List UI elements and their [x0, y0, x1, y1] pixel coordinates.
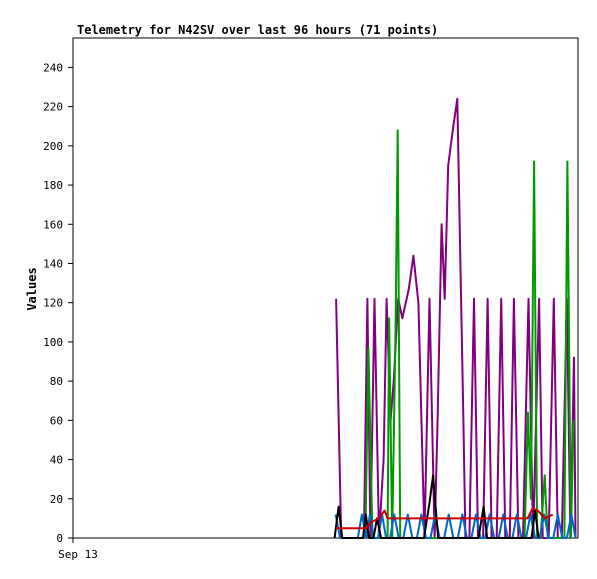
y-tick-label: 240: [43, 61, 63, 74]
y-tick-label: 0: [56, 532, 63, 545]
series-line-3: [333, 474, 540, 539]
y-axis-title: Values: [25, 267, 39, 310]
chart-title: Telemetry for N42SV over last 96 hours (…: [77, 23, 438, 37]
y-tick-label: 120: [43, 297, 63, 310]
y-tick-label: 220: [43, 101, 63, 114]
y-tick-label: 40: [50, 454, 63, 467]
y-tick-label: 80: [50, 375, 63, 388]
x-axis-ticks: Sep 13: [58, 538, 98, 561]
plot-frame: [72, 37, 579, 539]
series-lines: [333, 97, 577, 539]
y-tick-label: 180: [43, 179, 63, 192]
y-tick-label: 20: [50, 493, 63, 506]
y-axis-ticks: 0 20 40 60 80 100 120 140 160 180 200 220 240: [43, 61, 73, 545]
y-tick-label: 200: [43, 140, 63, 153]
y-tick-label: 140: [43, 257, 63, 270]
y-tick-label: 160: [43, 218, 63, 231]
series-line-4: [336, 507, 554, 530]
x-tick-label: Sep 13: [58, 548, 98, 561]
y-tick-label: 60: [50, 414, 63, 427]
y-tick-label: 100: [43, 336, 63, 349]
